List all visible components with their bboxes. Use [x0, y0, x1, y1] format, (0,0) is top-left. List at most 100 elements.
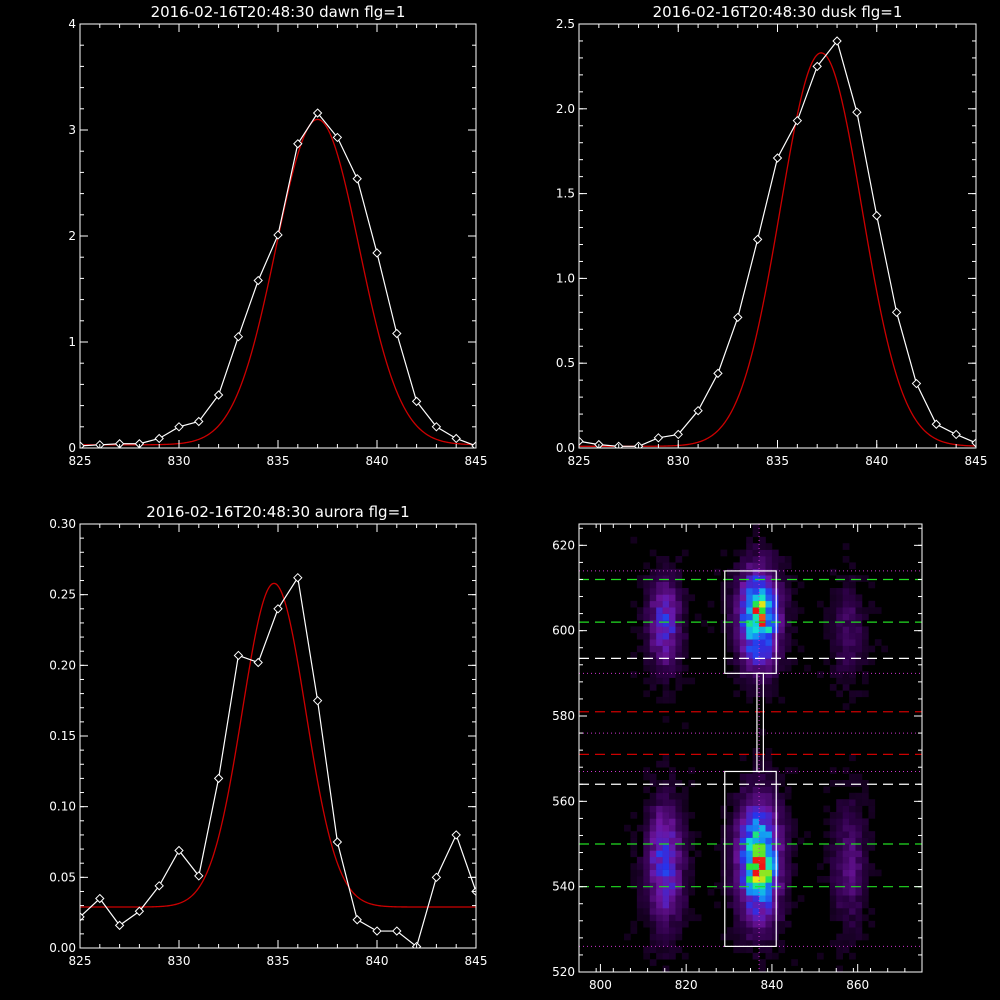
heatmap-cell: [669, 837, 676, 845]
heatmap-cell: [849, 600, 856, 608]
heatmap-cell: [739, 664, 747, 672]
heatmap-cell: [694, 850, 702, 858]
heatmap-cell: [669, 927, 676, 934]
heatmap-cell: [765, 684, 773, 691]
heatmap-cell: [765, 607, 773, 614]
heatmap-cell: [752, 920, 760, 928]
heatmap-cell: [675, 818, 683, 826]
heatmap-cell: [675, 914, 683, 922]
heatmap-cell: [759, 876, 766, 883]
heatmap-cell: [849, 575, 856, 582]
heatmap-cell: [752, 607, 760, 614]
x-tick-label: 800: [589, 978, 612, 992]
heatmap-cell: [656, 805, 663, 813]
heatmap-cell: [829, 856, 837, 864]
heatmap-cell: [855, 658, 863, 666]
heatmap-cell: [823, 856, 831, 864]
heatmap-cell: [656, 812, 663, 819]
heatmap-cell: [636, 632, 644, 640]
heatmap-cell: [759, 901, 766, 909]
heatmap-cell: [765, 626, 773, 634]
heatmap-cell: [784, 626, 792, 634]
heatmap-cell: [656, 645, 663, 653]
heatmap-cell: [643, 652, 651, 659]
heatmap-cell: [733, 652, 741, 659]
heatmap-cell: [752, 856, 760, 864]
heatmap-cell: [836, 639, 843, 646]
heatmap-cell: [669, 568, 676, 576]
heatmap-cell: [720, 837, 728, 845]
heatmap-cell: [662, 690, 670, 698]
heatmap-cell: [662, 850, 670, 858]
heatmap-cell: [778, 920, 786, 928]
heatmap-cell: [771, 773, 779, 781]
line-chart-panel: 825 830 835 840 845 0.0 0.5 1.0 1.5 2.0 2.5 2016-02…: [556, 3, 988, 468]
heatmap-cell: [688, 914, 696, 922]
heatmap-cell: [675, 671, 683, 678]
heatmap-cell: [855, 645, 863, 653]
heatmap-cell: [771, 575, 779, 582]
heatmap-cell: [771, 869, 779, 877]
heatmap-cell: [765, 581, 773, 589]
heatmap-cell: [829, 568, 837, 576]
heatmap-cell: [630, 920, 638, 928]
heatmap-cell: [765, 850, 773, 858]
heatmap-cell: [778, 588, 786, 595]
heatmap-cell: [849, 799, 856, 806]
heatmap-cell: [688, 876, 696, 883]
heatmap-cell: [733, 933, 741, 941]
heatmap-cell: [662, 869, 670, 877]
heatmap-cell: [752, 684, 760, 691]
heatmap-cell: [861, 645, 869, 653]
heatmap-cell: [855, 773, 863, 781]
heatmap-cell: [746, 588, 753, 595]
heatmap-cell: [726, 594, 734, 602]
heatmap-cell: [733, 927, 741, 934]
heatmap-cell: [739, 799, 747, 806]
heatmap-cell: [746, 844, 753, 851]
heatmap-cell: [688, 780, 696, 787]
heatmap-cell: [681, 908, 689, 915]
heatmap-cell: [784, 645, 792, 653]
heatmap-cell: [675, 639, 683, 646]
heatmap-cell: [791, 824, 798, 832]
heatmap-cell: [784, 869, 792, 877]
heatmap-cell: [752, 940, 760, 947]
heatmap-cell: [630, 869, 638, 877]
heatmap-cell: [759, 639, 766, 646]
heatmap-cell: [771, 690, 779, 698]
heatmap-cell: [746, 837, 753, 845]
heatmap-cell: [675, 632, 683, 640]
heatmap-cell: [746, 876, 753, 883]
heatmap-cell: [765, 792, 773, 800]
heatmap-cell: [778, 818, 786, 826]
heatmap-cell: [726, 600, 734, 608]
heatmap-cell: [675, 946, 683, 954]
heatmap-cell: [861, 824, 869, 832]
heatmap-cell: [823, 786, 831, 794]
heatmap-cell: [739, 652, 747, 659]
heatmap-cell: [765, 575, 773, 582]
heatmap-cell: [649, 645, 657, 653]
data-point-diamond: [792, 115, 803, 126]
data-point-diamond: [451, 433, 461, 444]
heatmap-cell: [791, 831, 798, 838]
heatmap-cell: [643, 581, 651, 589]
heatmap-cell: [771, 594, 779, 602]
data-point-diamond: [332, 132, 343, 143]
heatmap-cell: [739, 575, 747, 582]
heatmap-cell: [849, 780, 856, 787]
heatmap-cell: [746, 799, 753, 806]
heatmap-cell: [759, 620, 766, 627]
heatmap-cell: [643, 824, 651, 832]
heatmap-cell: [746, 863, 753, 870]
heatmap-cell: [855, 600, 863, 608]
data-point-diamond: [332, 837, 343, 847]
heatmap-cell: [791, 844, 798, 851]
heatmap-cell: [733, 620, 741, 627]
heatmap-cell: [630, 837, 638, 845]
heatmap-cell: [675, 556, 683, 563]
heatmap-cell: [675, 792, 683, 800]
heatmap-cell: [636, 908, 644, 915]
heatmap-cell: [662, 927, 670, 934]
